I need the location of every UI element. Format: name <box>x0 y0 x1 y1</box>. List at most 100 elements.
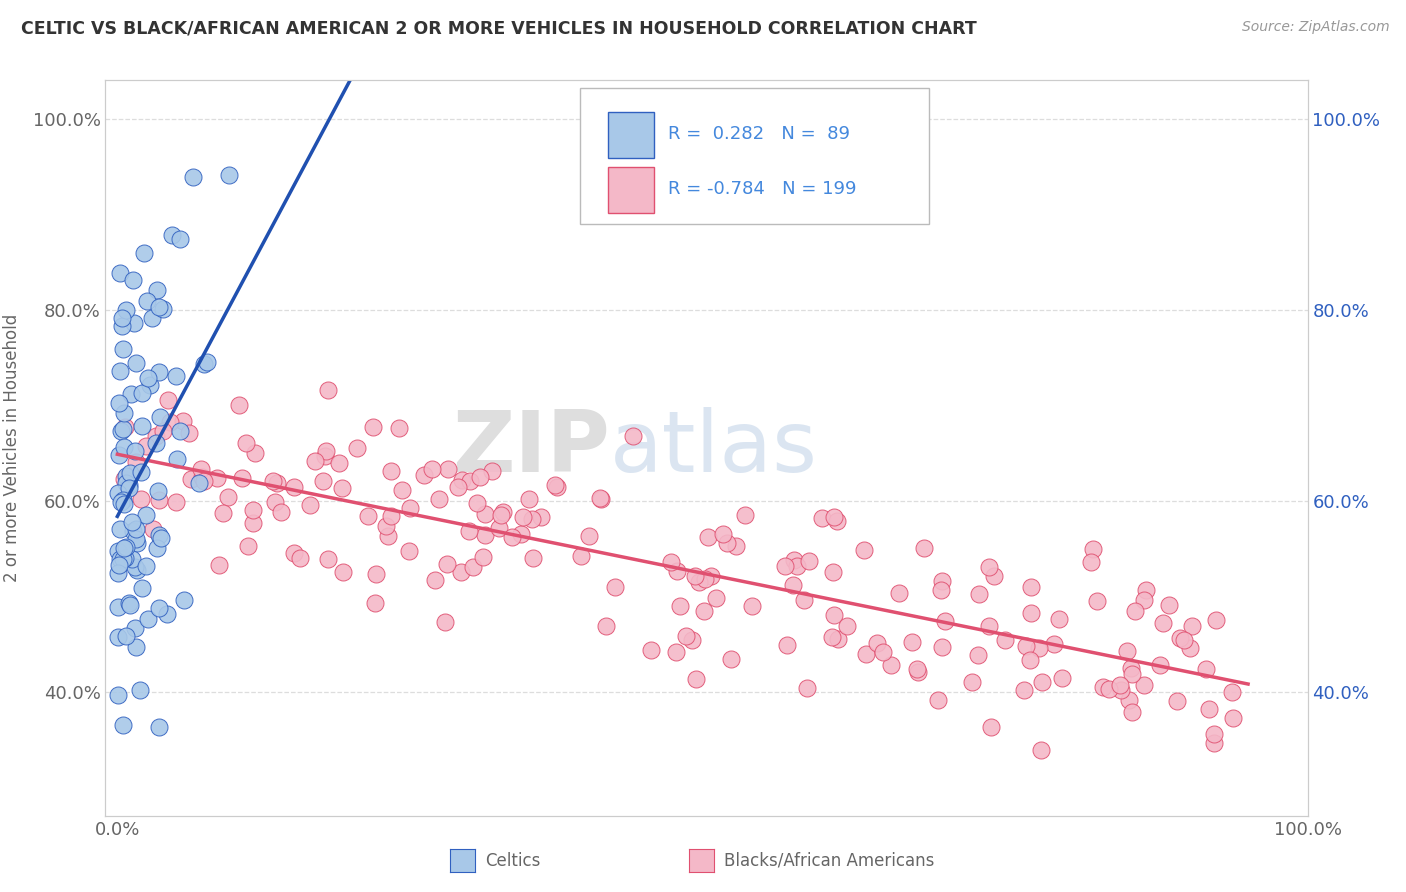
Point <box>734 508 756 522</box>
Point <box>927 692 949 706</box>
Point <box>110 310 132 325</box>
Point <box>218 169 240 183</box>
Point <box>697 530 720 544</box>
Point <box>931 574 953 589</box>
Point <box>131 418 153 433</box>
Point <box>110 424 132 438</box>
Point <box>112 422 135 436</box>
Point <box>1015 639 1038 653</box>
Point <box>683 569 706 583</box>
Point <box>312 474 335 488</box>
Point <box>118 596 141 610</box>
Point <box>1157 598 1180 612</box>
Point <box>146 283 169 297</box>
Point <box>1115 644 1137 658</box>
Point <box>522 551 544 566</box>
Point <box>688 574 710 589</box>
Point <box>1031 742 1053 756</box>
Point <box>315 443 337 458</box>
Point <box>776 638 799 652</box>
Point <box>364 567 387 582</box>
Point <box>245 446 267 460</box>
Point <box>375 518 398 533</box>
Point <box>1091 681 1114 695</box>
Point <box>1133 592 1156 607</box>
Point <box>569 549 592 564</box>
Point <box>966 648 988 662</box>
Point <box>436 462 458 476</box>
Point <box>782 578 804 592</box>
Point <box>980 720 1002 734</box>
Point <box>1098 682 1121 697</box>
Point <box>264 495 287 509</box>
Point <box>685 673 707 687</box>
Point <box>668 599 690 614</box>
Point <box>621 428 644 442</box>
Point <box>112 440 135 454</box>
Point <box>1021 606 1043 620</box>
Point <box>115 628 138 642</box>
Point <box>131 582 153 596</box>
Point <box>1149 657 1171 672</box>
FancyBboxPatch shape <box>581 87 929 224</box>
Point <box>796 681 818 696</box>
Point <box>1031 674 1053 689</box>
Point <box>149 409 172 424</box>
Point <box>135 439 157 453</box>
Point <box>135 508 157 522</box>
Point <box>129 491 152 506</box>
Point <box>994 633 1017 648</box>
Point <box>364 596 387 610</box>
Point <box>107 558 129 572</box>
Point <box>148 493 170 508</box>
Point <box>304 454 326 468</box>
Point <box>318 383 340 397</box>
Point <box>1118 692 1140 706</box>
Point <box>695 572 717 586</box>
Point <box>235 436 257 450</box>
Point <box>114 476 136 491</box>
Point <box>152 301 174 316</box>
Point <box>122 317 145 331</box>
Point <box>180 472 202 486</box>
Point <box>866 635 889 649</box>
Point <box>149 531 172 545</box>
Point <box>1080 555 1102 569</box>
Point <box>193 357 215 371</box>
Point <box>929 583 952 598</box>
Point <box>391 483 413 497</box>
Point <box>118 466 141 480</box>
Point <box>827 632 849 647</box>
Point <box>388 420 411 434</box>
Point <box>195 355 218 369</box>
Point <box>983 569 1005 583</box>
Point <box>380 464 402 478</box>
Point <box>242 502 264 516</box>
Point <box>135 559 157 574</box>
Point <box>458 524 481 538</box>
Point <box>821 631 844 645</box>
Point <box>543 478 565 492</box>
Point <box>786 558 808 573</box>
Point <box>148 601 170 615</box>
Y-axis label: 2 or more Vehicles in Household: 2 or more Vehicles in Household <box>3 314 21 582</box>
Point <box>1121 705 1143 719</box>
Point <box>114 302 136 317</box>
Point <box>114 468 136 483</box>
Point <box>125 563 148 577</box>
Point <box>967 586 990 600</box>
Point <box>188 476 211 491</box>
Point <box>146 483 169 498</box>
Point <box>121 515 143 529</box>
Point <box>114 551 136 566</box>
Point <box>173 593 195 607</box>
Bar <box>607 167 654 213</box>
Point <box>136 294 159 309</box>
Point <box>474 528 496 542</box>
Point <box>114 419 136 434</box>
Point <box>1019 652 1042 666</box>
Point <box>165 368 187 383</box>
Point <box>132 246 155 260</box>
Point <box>262 474 284 488</box>
Point <box>512 509 534 524</box>
